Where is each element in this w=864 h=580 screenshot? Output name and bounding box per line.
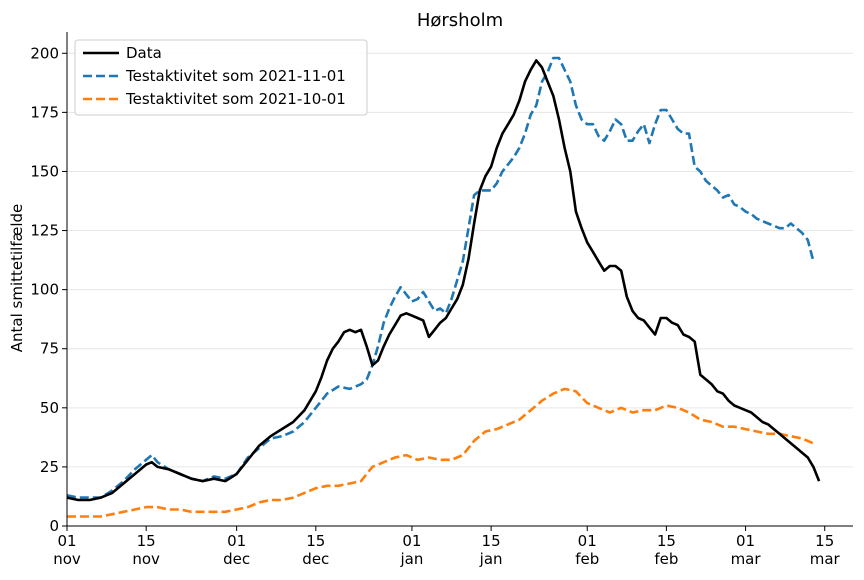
chart-title: Hørsholm [417, 10, 503, 31]
x-tick-label: 01 feb [575, 532, 599, 568]
y-tick-label: 150 [30, 162, 59, 180]
series-lines [66, 56, 821, 518]
x-tick-label: 15 jan [479, 532, 503, 568]
y-tick-label: 175 [30, 103, 59, 121]
x-tick-label: 15 mar [810, 532, 841, 568]
x-tick-label: 01 mar [731, 532, 762, 568]
x-axis-ticks: 01 nov 15 nov 01 dec 15 dec 01 jan 15 jan 01 feb 15 feb… [53, 526, 841, 568]
y-tick-label: 25 [40, 458, 59, 476]
y-tick-label: 50 [40, 399, 59, 417]
y-axis-label: Antal smittetilfælde [8, 204, 26, 353]
legend-label: Testaktivitet som 2021-11-01 [125, 67, 346, 85]
y-tick-label: 75 [40, 340, 59, 358]
x-tick-label: 01 jan [399, 532, 423, 568]
series-line-2 [66, 56, 815, 499]
x-tick-label: 15 feb [654, 532, 678, 568]
x-tick-label: 01 nov [53, 532, 81, 568]
x-tick-label: 15 dec [302, 532, 329, 568]
legend-box [74, 39, 368, 116]
y-tick-label: 100 [30, 281, 59, 299]
x-tick-label: 15 nov [132, 532, 160, 568]
legend: Data Testaktivitet som 2021-11-01 Testakti… [74, 39, 368, 116]
series-line-1 [66, 59, 821, 502]
y-tick-label: 0 [49, 517, 59, 535]
y-tick-label: 125 [30, 222, 59, 240]
series-line-3 [67, 387, 814, 518]
legend-label: Testaktivitet som 2021-10-01 [125, 90, 346, 108]
legend-label: Data [126, 44, 162, 62]
y-tick-label: 200 [30, 44, 59, 62]
x-tick-label: 01 dec [223, 532, 250, 568]
axes [66, 32, 853, 527]
y-axis-ticks: 0 25 50 75 100 125 150 175 200 [30, 44, 67, 535]
